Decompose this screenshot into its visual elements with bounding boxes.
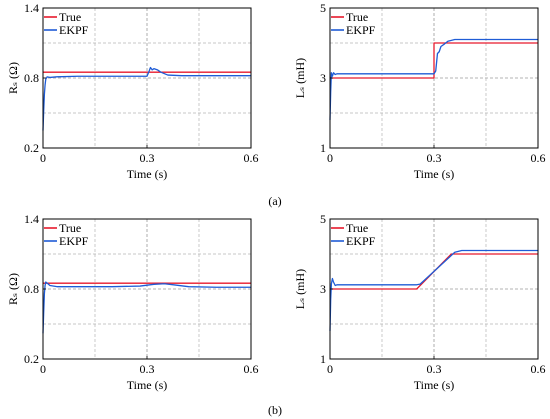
panel-label-b: (b) <box>268 403 282 417</box>
x-tick-label: 0 <box>40 151 46 165</box>
y-tick-label: 3 <box>320 282 326 296</box>
y-axis-label: Lₛ (mH) <box>293 58 307 98</box>
y-tick-label: 1 <box>320 352 326 366</box>
x-tick-label: 0.3 <box>427 151 442 165</box>
y-axis-label: Rₛ (Ω) <box>6 62 20 94</box>
legend-label-ekpf: EKPF <box>59 234 89 248</box>
x-axis-label: Time (s) <box>127 378 168 392</box>
y-tick-label: 1.4 <box>24 212 39 226</box>
legend-label-ekpf: EKPF <box>346 234 376 248</box>
legend-label-true: True <box>346 10 368 24</box>
y-tick-label: 0.8 <box>24 282 39 296</box>
legend-label-true: True <box>346 221 368 235</box>
y-tick-label: 5 <box>320 212 326 226</box>
x-tick-label: 0.6 <box>531 362 546 376</box>
y-tick-label: 1 <box>320 141 326 155</box>
x-tick-label: 0.6 <box>244 151 259 165</box>
y-tick-label: 3 <box>320 71 326 85</box>
panel-label-a: (a) <box>268 194 281 208</box>
series-line-ekpf <box>329 38 538 121</box>
y-axis-label: Lₛ (mH) <box>293 269 307 309</box>
legend-label-ekpf: EKPF <box>346 23 376 37</box>
x-tick-label: 0 <box>327 151 333 165</box>
x-tick-label: 0 <box>327 362 333 376</box>
y-tick-label: 0.8 <box>24 71 39 85</box>
y-tick-label: 0.2 <box>24 141 39 155</box>
x-axis-label: Time (s) <box>414 378 455 392</box>
x-tick-label: 0.6 <box>531 151 546 165</box>
series-line-true <box>330 42 538 79</box>
series-line-ekpf <box>42 281 251 334</box>
x-tick-label: 0.3 <box>140 362 155 376</box>
x-tick-label: 0.3 <box>140 151 155 165</box>
legend-label-true: True <box>59 10 81 24</box>
x-tick-label: 0 <box>40 362 46 376</box>
y-tick-label: 1.4 <box>24 1 39 15</box>
x-axis-label: Time (s) <box>127 167 168 181</box>
y-tick-label: 5 <box>320 1 326 15</box>
legend-label-true: True <box>59 221 81 235</box>
y-axis-label: Rₛ (Ω) <box>6 273 20 305</box>
series-line-ekpf <box>42 66 251 131</box>
y-tick-label: 0.2 <box>24 352 39 366</box>
series-line-ekpf <box>329 249 538 332</box>
x-tick-label: 0.6 <box>244 362 259 376</box>
x-axis-label: Time (s) <box>414 167 455 181</box>
legend-label-ekpf: EKPF <box>59 23 89 37</box>
x-tick-label: 0.3 <box>427 362 442 376</box>
